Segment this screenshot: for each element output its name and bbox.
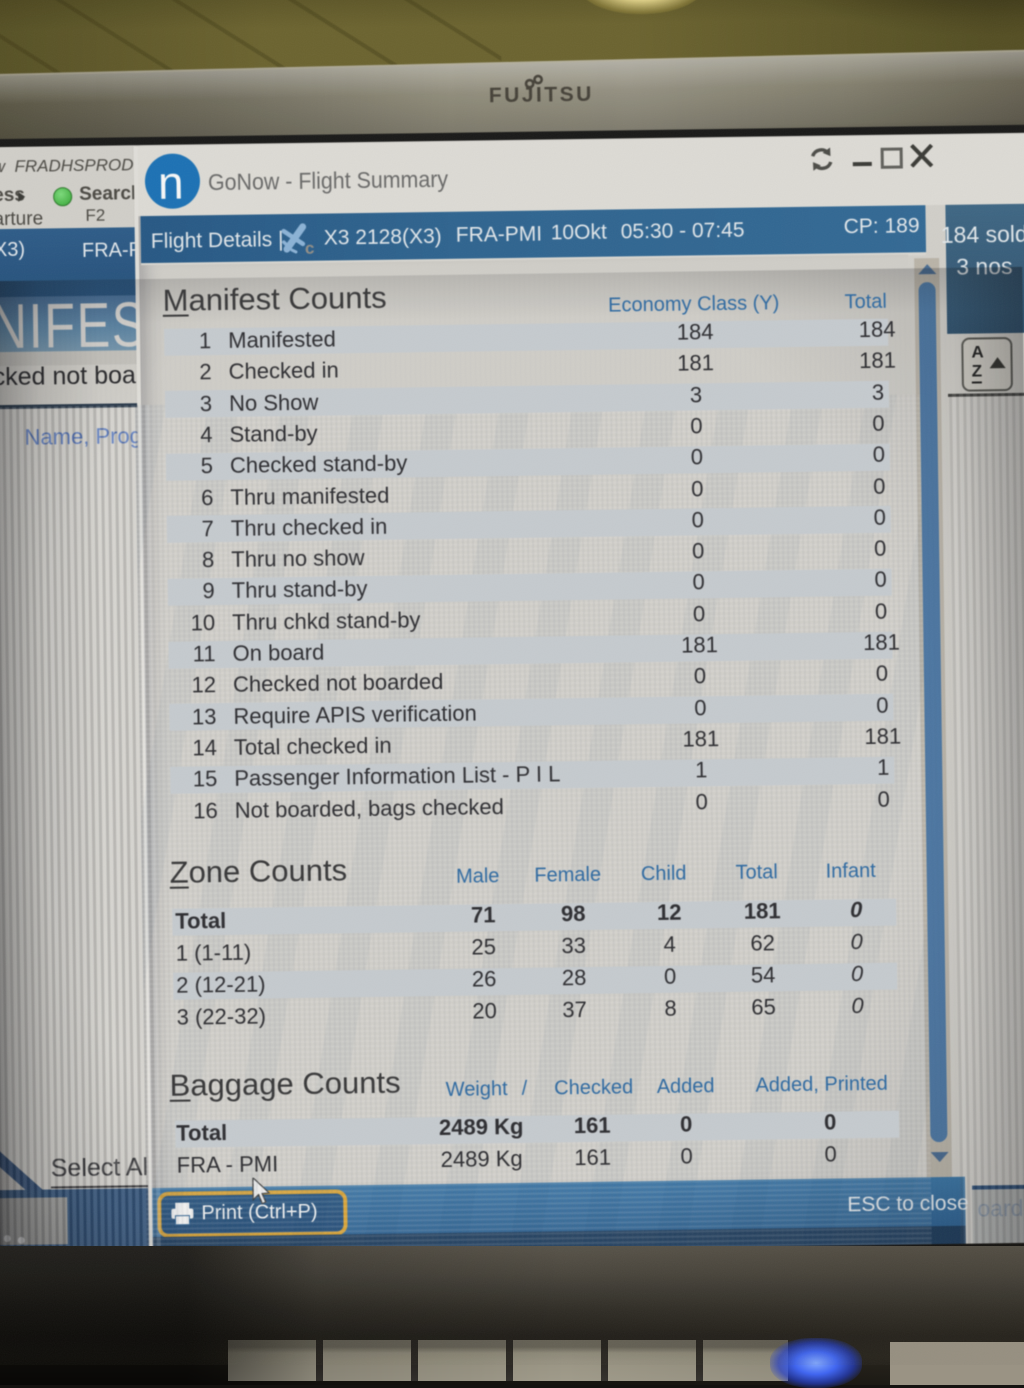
svg-text:c: c xyxy=(305,239,315,257)
